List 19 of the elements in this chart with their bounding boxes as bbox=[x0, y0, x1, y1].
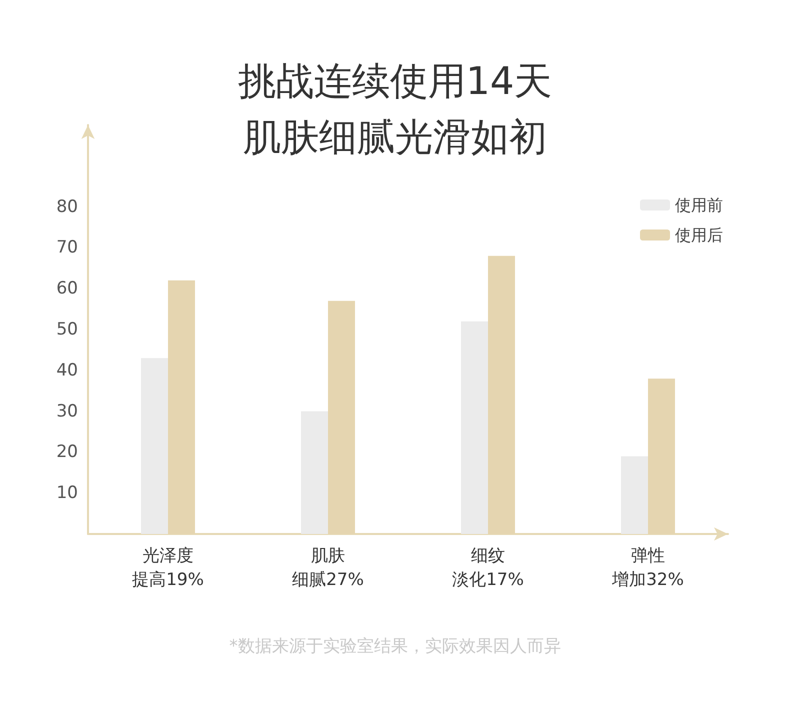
bar bbox=[621, 456, 648, 534]
x-tick-label: 弹性增加32% bbox=[611, 546, 684, 590]
y-tick-label: 80 bbox=[56, 196, 78, 217]
legend-label: 使用前 bbox=[675, 196, 723, 214]
bar bbox=[141, 358, 168, 534]
chart-title: 挑战连续使用14天肌肤细腻光滑如初 bbox=[238, 59, 552, 159]
x-tick-label: 细纹淡化17% bbox=[452, 546, 524, 590]
y-tick-label: 60 bbox=[56, 278, 78, 299]
y-tick-label: 70 bbox=[56, 238, 78, 258]
y-tick-label: 20 bbox=[56, 442, 78, 462]
bar bbox=[461, 321, 488, 534]
y-tick-label: 30 bbox=[56, 401, 78, 422]
legend-label: 使用后 bbox=[675, 226, 723, 244]
x-tick-label: 肌肤细腻27% bbox=[292, 546, 364, 590]
y-tick-label: 50 bbox=[56, 320, 78, 340]
x-tick-label: 光泽度提高19% bbox=[132, 546, 204, 590]
y-tick-label: 40 bbox=[56, 360, 78, 380]
bar bbox=[301, 411, 328, 534]
y-tick-label: 10 bbox=[56, 483, 78, 504]
